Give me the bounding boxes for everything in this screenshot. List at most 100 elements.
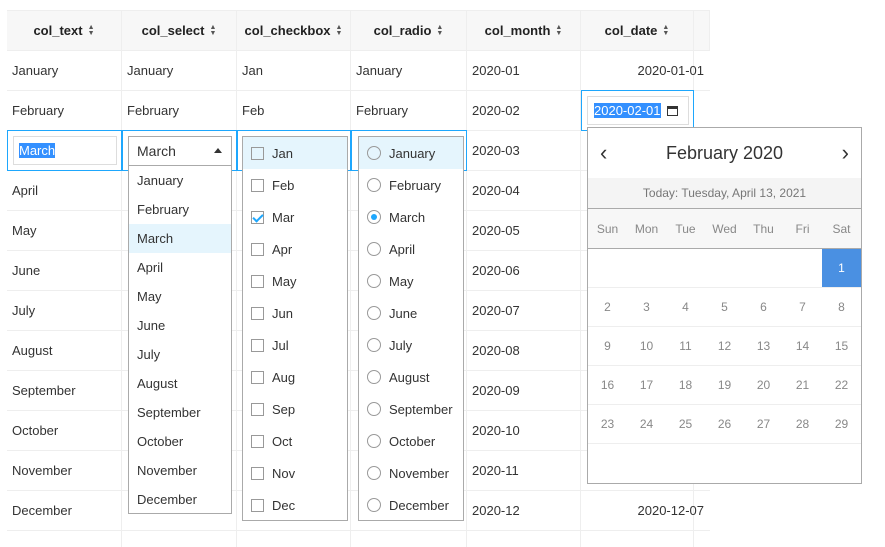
calendar-day[interactable]: 25 <box>678 417 693 431</box>
table-cell[interactable]: February <box>7 91 122 131</box>
table-cell[interactable]: 2020-01 <box>467 51 581 91</box>
calendar-day[interactable]: 3 <box>643 300 650 314</box>
calendar-day[interactable]: 18 <box>678 378 693 392</box>
table-cell[interactable] <box>122 491 237 531</box>
calendar-day[interactable]: 23 <box>600 417 615 431</box>
calendar-day[interactable]: 1 <box>822 249 861 287</box>
radio-option[interactable]: November <box>359 457 463 489</box>
checkbox-option[interactable]: Sep <box>243 393 347 425</box>
select-option[interactable]: February <box>137 202 190 217</box>
checkbox[interactable] <box>251 210 264 224</box>
table-cell[interactable]: May <box>7 211 122 251</box>
radio-option[interactable]: April <box>359 233 463 265</box>
checkbox-option[interactable]: Mar <box>243 201 347 233</box>
checkbox-option[interactable]: Jun <box>243 297 347 329</box>
checkbox[interactable] <box>251 466 264 480</box>
checkbox[interactable] <box>251 274 264 288</box>
calendar-day[interactable]: 20 <box>756 378 771 392</box>
table-cell[interactable]: Feb <box>237 91 351 131</box>
radio[interactable] <box>367 210 381 224</box>
select-option[interactable]: October <box>137 434 184 449</box>
radio-option[interactable]: July <box>359 329 463 361</box>
radio[interactable] <box>367 370 381 384</box>
checkbox[interactable] <box>251 242 264 256</box>
radio-option[interactable]: January <box>359 137 463 169</box>
calendar-day[interactable]: 22 <box>834 378 849 392</box>
calendar-icon[interactable] <box>666 105 678 116</box>
table-cell[interactable]: June <box>7 251 122 291</box>
table-cell[interactable]: December <box>7 491 122 531</box>
checkbox-option[interactable]: Feb <box>243 169 347 201</box>
sort-icon[interactable]: ▲ ▼ <box>662 23 670 37</box>
select-option[interactable]: December <box>137 492 197 507</box>
radio[interactable] <box>367 466 381 480</box>
checkbox-option[interactable]: Jul <box>243 329 347 361</box>
table-cell[interactable]: 2020-08 <box>467 331 581 371</box>
today-button[interactable]: Today: Tuesday, April 13, 2021 <box>588 178 861 209</box>
checkbox[interactable] <box>251 370 264 384</box>
radio[interactable] <box>367 434 381 448</box>
radio-option[interactable]: June <box>359 297 463 329</box>
radio-option[interactable]: December <box>359 489 463 521</box>
radio[interactable] <box>367 274 381 288</box>
select-option[interactable]: January <box>137 173 184 188</box>
column-header-col_date[interactable]: col_date ▲ ▼ <box>581 11 694 51</box>
column-header-col_select[interactable]: col_select ▲ ▼ <box>122 11 237 51</box>
next-month-button[interactable]: › <box>841 140 849 165</box>
radio-option[interactable]: August <box>359 361 463 393</box>
calendar-day[interactable]: 10 <box>639 339 654 353</box>
checkbox[interactable] <box>251 338 264 352</box>
select-option[interactable]: September <box>137 405 201 420</box>
table-cell[interactable]: August <box>7 331 122 371</box>
table-cell[interactable]: 2020-01-01 <box>581 51 710 91</box>
sort-icon[interactable]: ▲ ▼ <box>87 23 95 37</box>
table-cell[interactable] <box>581 451 710 491</box>
select-option[interactable]: April <box>137 260 164 275</box>
checkbox[interactable] <box>251 306 264 320</box>
calendar-day[interactable]: 19 <box>717 378 732 392</box>
calendar-day[interactable]: 21 <box>795 378 810 392</box>
calendar-day[interactable]: 5 <box>721 300 728 314</box>
calendar-day[interactable]: 24 <box>639 417 654 431</box>
calendar-day[interactable]: 9 <box>604 339 611 353</box>
calendar-day[interactable]: 7 <box>799 300 806 314</box>
radio[interactable] <box>367 338 381 352</box>
table-cell[interactable] <box>351 491 467 531</box>
column-header-col_radio[interactable]: col_radio ▲ ▼ <box>351 11 467 51</box>
table-cell[interactable]: 2020-06 <box>467 251 581 291</box>
select-option[interactable]: August <box>137 376 178 391</box>
calendar-day[interactable]: 4 <box>682 300 689 314</box>
checkbox-option[interactable]: Apr <box>243 233 347 265</box>
calendar-day[interactable]: 15 <box>834 339 849 353</box>
prev-month-button[interactable]: ‹ <box>600 140 608 165</box>
calendar-day[interactable]: 26 <box>717 417 732 431</box>
checkbox-option[interactable]: May <box>243 265 347 297</box>
calendar-day[interactable]: 12 <box>717 339 732 353</box>
radio[interactable] <box>367 306 381 320</box>
radio[interactable] <box>367 146 381 160</box>
table-cell[interactable]: 2020-03 <box>467 131 581 171</box>
calendar-day[interactable]: 8 <box>838 300 845 314</box>
checkbox-option[interactable]: Dec <box>243 489 347 521</box>
table-cell[interactable]: January <box>122 51 237 91</box>
checkbox-option[interactable]: Jan <box>243 137 347 169</box>
table-cell[interactable] <box>237 491 351 531</box>
table-cell[interactable]: January <box>7 51 122 91</box>
column-header-col_text[interactable]: col_text ▲ ▼ <box>7 11 122 51</box>
table-cell[interactable]: September <box>7 371 122 411</box>
select-option[interactable]: May <box>137 289 162 304</box>
checkbox-option[interactable]: Aug <box>243 361 347 393</box>
calendar-day[interactable]: 28 <box>795 417 810 431</box>
select-option[interactable]: June <box>137 318 166 333</box>
checkbox[interactable] <box>251 146 264 160</box>
checkbox-option[interactable]: Nov <box>243 457 347 489</box>
table-cell[interactable]: Jan <box>237 51 351 91</box>
date-editor-input[interactable]: 2020-02-01 <box>587 96 689 125</box>
select-option[interactable]: March <box>129 224 231 253</box>
sort-icon[interactable]: ▲ ▼ <box>209 23 217 37</box>
select-editor[interactable]: March <box>128 136 232 166</box>
table-cell[interactable]: 2020-02 <box>467 91 581 131</box>
radio-option[interactable]: May <box>359 265 463 297</box>
calendar-day[interactable]: 13 <box>756 339 771 353</box>
radio-option[interactable]: September <box>359 393 463 425</box>
